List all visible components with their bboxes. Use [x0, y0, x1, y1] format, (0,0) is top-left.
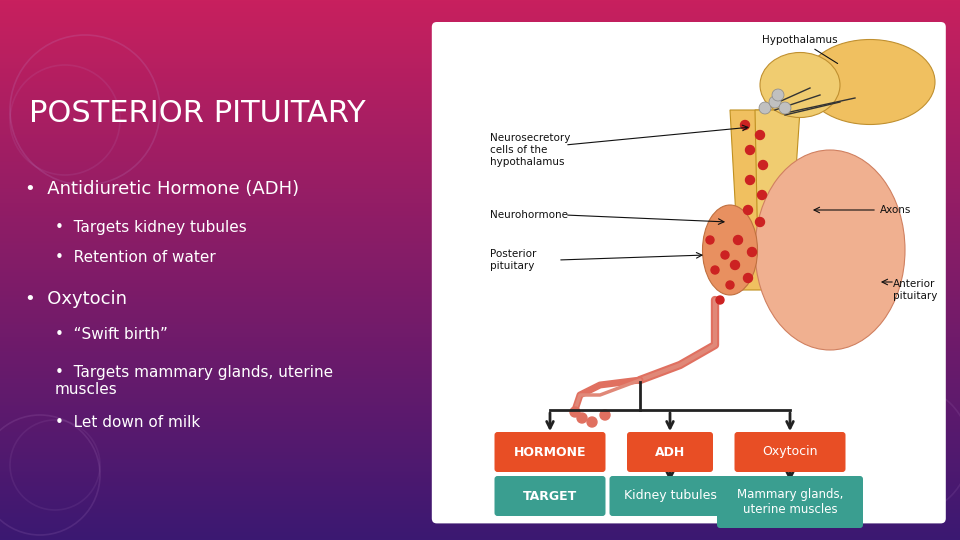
- Circle shape: [756, 218, 764, 226]
- Polygon shape: [730, 110, 790, 290]
- Text: •  Oxytocin: • Oxytocin: [25, 290, 127, 308]
- Circle shape: [746, 145, 755, 154]
- Circle shape: [711, 266, 719, 274]
- Circle shape: [758, 160, 767, 170]
- Circle shape: [743, 206, 753, 214]
- Polygon shape: [755, 110, 800, 260]
- Circle shape: [748, 247, 756, 256]
- Circle shape: [577, 413, 587, 423]
- Text: •  Targets kidney tubules: • Targets kidney tubules: [55, 220, 247, 235]
- Ellipse shape: [805, 39, 935, 125]
- FancyBboxPatch shape: [432, 22, 946, 523]
- Circle shape: [733, 235, 742, 245]
- Circle shape: [587, 417, 597, 427]
- Text: Mammary glands,
uterine muscles: Mammary glands, uterine muscles: [737, 488, 843, 516]
- Text: •  Retention of water: • Retention of water: [55, 250, 216, 265]
- Circle shape: [769, 96, 781, 108]
- Text: Oxytocin: Oxytocin: [762, 446, 818, 458]
- Circle shape: [570, 407, 580, 417]
- Circle shape: [600, 410, 610, 420]
- Text: •  Let down of milk: • Let down of milk: [55, 415, 201, 430]
- Text: •  Antidiuretic Hormone (ADH): • Antidiuretic Hormone (ADH): [25, 180, 300, 198]
- Circle shape: [759, 102, 771, 114]
- FancyBboxPatch shape: [494, 476, 606, 516]
- Circle shape: [721, 251, 729, 259]
- FancyBboxPatch shape: [610, 476, 731, 516]
- Text: POSTERIOR PITUITARY: POSTERIOR PITUITARY: [29, 99, 366, 128]
- FancyBboxPatch shape: [627, 432, 713, 472]
- Text: Axons: Axons: [880, 205, 911, 215]
- FancyBboxPatch shape: [734, 432, 846, 472]
- Text: TARGET: TARGET: [523, 489, 577, 503]
- Ellipse shape: [760, 52, 840, 118]
- Circle shape: [706, 236, 714, 244]
- FancyBboxPatch shape: [494, 432, 606, 472]
- Text: Kidney tubules: Kidney tubules: [624, 489, 716, 503]
- Text: Posterior
pituitary: Posterior pituitary: [490, 249, 537, 271]
- Circle shape: [743, 273, 753, 282]
- Circle shape: [772, 89, 784, 101]
- Circle shape: [756, 131, 764, 139]
- Circle shape: [740, 120, 750, 130]
- Circle shape: [716, 296, 724, 304]
- Text: Neurohormone: Neurohormone: [490, 210, 568, 220]
- Text: Neurosecretory
cells of the
hypothalamus: Neurosecretory cells of the hypothalamus: [490, 133, 570, 167]
- Text: Hypothalamus: Hypothalamus: [762, 35, 838, 64]
- Ellipse shape: [703, 205, 757, 295]
- Text: •  Targets mammary glands, uterine
muscles: • Targets mammary glands, uterine muscle…: [55, 365, 333, 397]
- Circle shape: [726, 281, 734, 289]
- Circle shape: [757, 191, 766, 199]
- Circle shape: [779, 102, 791, 114]
- Text: Anterior
pituitary: Anterior pituitary: [893, 279, 937, 301]
- Ellipse shape: [755, 150, 905, 350]
- Text: HORMONE: HORMONE: [514, 446, 587, 458]
- FancyBboxPatch shape: [717, 476, 863, 528]
- Circle shape: [746, 176, 755, 185]
- Text: •  “Swift birth”: • “Swift birth”: [55, 327, 168, 342]
- Text: ADH: ADH: [655, 446, 685, 458]
- Circle shape: [731, 260, 739, 269]
